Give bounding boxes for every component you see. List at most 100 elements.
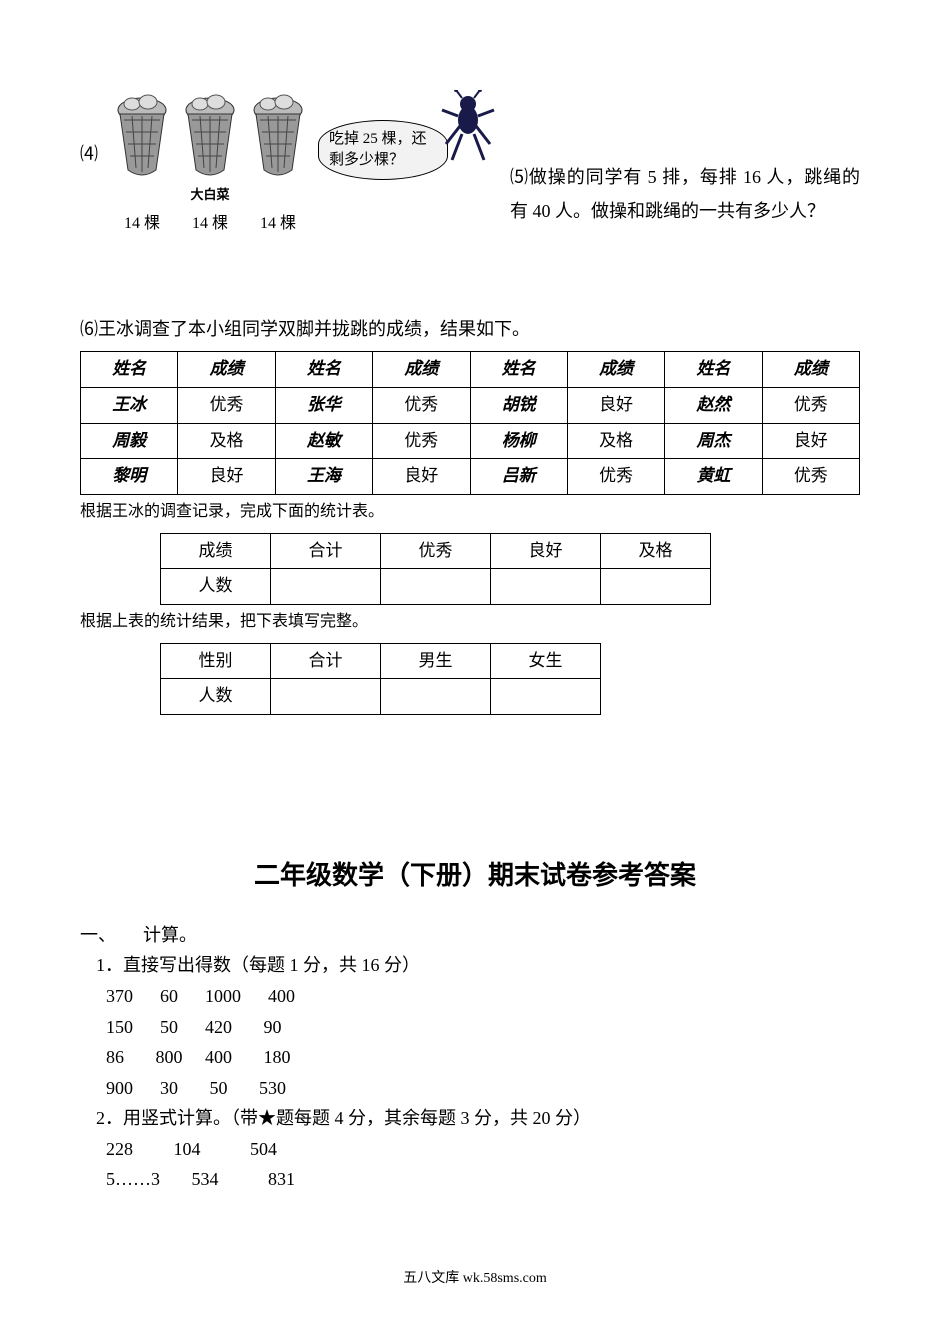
- val: 30: [160, 1078, 178, 1098]
- answers-body: 一、 计算。 1．直接写出得数（每题 1 分，共 16 分） 370 60 10…: [80, 920, 870, 1195]
- val: 104: [174, 1139, 201, 1159]
- table-row: 周毅 及格 赵敏 优秀 杨柳 及格 周杰 良好: [81, 423, 860, 459]
- val: 60: [160, 986, 178, 1006]
- td-blank: [271, 679, 381, 715]
- page-footer: 五八文库 wk.58sms.com: [0, 1267, 950, 1287]
- val: 370: [106, 986, 133, 1006]
- q6-intro-text: 王冰调查了本小组同学双脚并拢跳的成绩，结果如下。: [98, 319, 530, 339]
- val: 900: [106, 1078, 133, 1098]
- td: 优秀: [373, 423, 470, 459]
- worksheet-page: ⑷: [0, 0, 950, 1317]
- table-row: 王冰 优秀 张华 优秀 胡锐 良好 赵然 优秀: [81, 387, 860, 423]
- td: 黄虹: [665, 459, 762, 495]
- td: 良好: [373, 459, 470, 495]
- basket-row: [112, 90, 308, 180]
- td: 优秀: [178, 387, 275, 423]
- answers-title: 二年级数学（下册）期末试卷参考答案: [80, 855, 870, 892]
- th: 成绩: [567, 352, 664, 388]
- baskets-group: 大白菜 14 棵 14 棵 14 棵: [112, 90, 308, 233]
- basket-icon: [248, 90, 308, 180]
- cabbage-label: 大白菜: [112, 184, 308, 203]
- table-row: 人数: [161, 679, 601, 715]
- th: 姓名: [470, 352, 567, 388]
- td: 优秀: [567, 459, 664, 495]
- basket-icon: [112, 90, 172, 180]
- ant-icon: [438, 90, 498, 180]
- answers-q1-row: 150 50 420 90: [106, 1012, 870, 1043]
- td-blank: [381, 569, 491, 605]
- val: 534: [192, 1169, 219, 1189]
- q4-label: ⑷: [80, 140, 98, 166]
- q6-note2: 根据上表的统计结果，把下表填写完整。: [80, 608, 870, 637]
- q6-intro: ⑹王冰调查了本小组同学双脚并拢跳的成绩，结果如下。: [80, 313, 870, 345]
- th: 及格: [601, 533, 711, 569]
- basket-count: 14 棵: [112, 209, 172, 233]
- td: 张华: [275, 387, 372, 423]
- q5-text: 做操的同学有 5 排，每排 16 人，跳绳的有 40 人。做操和跳绳的一共有多少…: [510, 167, 860, 221]
- q4-block: ⑷: [80, 90, 500, 233]
- th: 成绩: [762, 352, 859, 388]
- th: 合计: [271, 643, 381, 679]
- td-blank: [491, 679, 601, 715]
- val: 420: [205, 1017, 232, 1037]
- val: 90: [264, 1017, 282, 1037]
- speech-bubble-area: 吃掉 25 棵，还剩多少棵？: [318, 120, 448, 180]
- td: 优秀: [762, 459, 859, 495]
- q6-table1: 姓名 成绩 姓名 成绩 姓名 成绩 姓名 成绩 王冰 优秀 张华 优秀 胡锐 良…: [80, 351, 860, 494]
- q6-table3: 性别 合计 男生 女生 人数: [160, 643, 601, 715]
- td: 王海: [275, 459, 372, 495]
- q6-note1: 根据王冰的调查记录，完成下面的统计表。: [80, 498, 870, 527]
- td: 及格: [178, 423, 275, 459]
- th: 男生: [381, 643, 491, 679]
- td: 赵敏: [275, 423, 372, 459]
- td: 良好: [762, 423, 859, 459]
- q5-label: ⑸: [510, 167, 529, 187]
- th: 优秀: [381, 533, 491, 569]
- th: 姓名: [665, 352, 762, 388]
- speech-bubble: 吃掉 25 棵，还剩多少棵？: [318, 120, 448, 180]
- th: 成绩: [373, 352, 470, 388]
- th: 姓名: [275, 352, 372, 388]
- th: 姓名: [81, 352, 178, 388]
- val: 400: [205, 1047, 232, 1067]
- val: 50: [160, 1017, 178, 1037]
- td-blank: [381, 679, 491, 715]
- td: 优秀: [762, 387, 859, 423]
- td: 及格: [567, 423, 664, 459]
- val: 50: [210, 1078, 228, 1098]
- section1-heading: 一、 计算。: [80, 920, 870, 951]
- section1-label: 一、: [80, 925, 107, 945]
- td-blank: [601, 569, 711, 605]
- answers-q1-row: 370 60 1000 400: [106, 981, 870, 1012]
- th: 成绩: [161, 533, 271, 569]
- td: 吕新: [470, 459, 567, 495]
- q5-block: ⑸做操的同学有 5 排，每排 16 人，跳绳的有 40 人。做操和跳绳的一共有多…: [510, 160, 860, 228]
- val: 1000: [205, 986, 241, 1006]
- td: 良好: [567, 387, 664, 423]
- table-header-row: 性别 合计 男生 女生: [161, 643, 601, 679]
- table-header-row: 姓名 成绩 姓名 成绩 姓名 成绩 姓名 成绩: [81, 352, 860, 388]
- val: 180: [264, 1047, 291, 1067]
- td: 周毅: [81, 423, 178, 459]
- basket-icon: [180, 90, 240, 180]
- td-blank: [271, 569, 381, 605]
- val: 150: [106, 1017, 133, 1037]
- td-blank: [491, 569, 601, 605]
- td: 人数: [161, 679, 271, 715]
- basket-count: 14 棵: [248, 209, 308, 233]
- answers-q1-label: 1．直接写出得数（每题 1 分，共 16 分）: [96, 950, 870, 981]
- basket-count: 14 棵: [180, 209, 240, 233]
- td: 黎明: [81, 459, 178, 495]
- table-header-row: 成绩 合计 优秀 良好 及格: [161, 533, 711, 569]
- basket-labels: 14 棵 14 棵 14 棵: [112, 209, 308, 233]
- answers-q1-row: 900 30 50 530: [106, 1073, 870, 1104]
- td: 人数: [161, 569, 271, 605]
- th: 成绩: [178, 352, 275, 388]
- th: 性别: [161, 643, 271, 679]
- table-row: 黎明 良好 王海 良好 吕新 优秀 黄虹 优秀: [81, 459, 860, 495]
- val: 5……3: [106, 1169, 160, 1189]
- th: 合计: [271, 533, 381, 569]
- td: 周杰: [665, 423, 762, 459]
- val: 228: [106, 1139, 133, 1159]
- answers-q2-label: 2．用竖式计算。（带★题每题 4 分，其余每题 3 分，共 20 分）: [96, 1103, 870, 1134]
